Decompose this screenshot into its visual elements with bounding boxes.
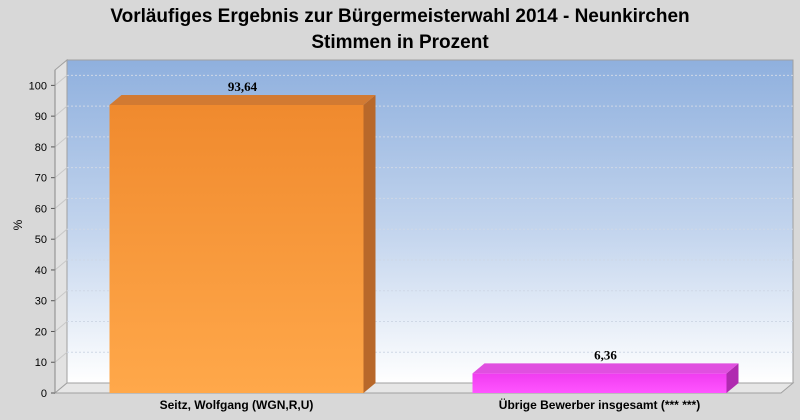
gridline-side (54, 136, 68, 148)
x-tick-label: Seitz, Wolfgang (WGN,R,U) (160, 398, 314, 412)
y-tick-label: 40 (35, 265, 47, 277)
gridline-side (54, 259, 68, 271)
y-tick-label: 70 (35, 173, 47, 185)
y-tick-label: 60 (35, 203, 47, 215)
chart-title: Vorläufiges Ergebnis zur Bürgermeisterwa… (110, 6, 690, 27)
bar (472, 373, 727, 393)
y-axis-title: % (11, 219, 25, 230)
x-tick-label: Übrige Bewerber insgesamt (*** ***) (499, 397, 700, 412)
gridline-side (54, 198, 68, 209)
data-label: 93,64 (228, 79, 258, 94)
y-tick-label: 100 (29, 80, 47, 92)
y-tick-label: 10 (35, 357, 47, 369)
y-tick-label: 0 (41, 388, 47, 400)
y-tick-label: 20 (35, 326, 47, 338)
gridline-side (54, 228, 68, 240)
gridline-side (54, 321, 68, 332)
gridline-side (54, 290, 68, 302)
bar-side (726, 363, 739, 393)
y-tick-label: 30 (35, 296, 47, 308)
bar-top (472, 363, 739, 374)
gridline-side (54, 167, 68, 179)
y-tick-label: 80 (35, 142, 47, 154)
bar (109, 104, 364, 393)
y-tick-label: 50 (35, 234, 47, 246)
bar-top (109, 94, 376, 105)
gridline-side (54, 105, 68, 117)
chart-subtitle: Stimmen in Prozent (311, 32, 489, 53)
data-label: 6,36 (594, 347, 617, 362)
gridline-side (54, 74, 68, 86)
bar-side (363, 94, 376, 393)
gridline-side (54, 351, 68, 363)
chart-title-block: Vorläufiges Ergebnis zur Bürgermeisterwa… (0, 4, 800, 56)
plot-side-wall (54, 58, 68, 395)
y-tick-label: 90 (35, 111, 47, 123)
